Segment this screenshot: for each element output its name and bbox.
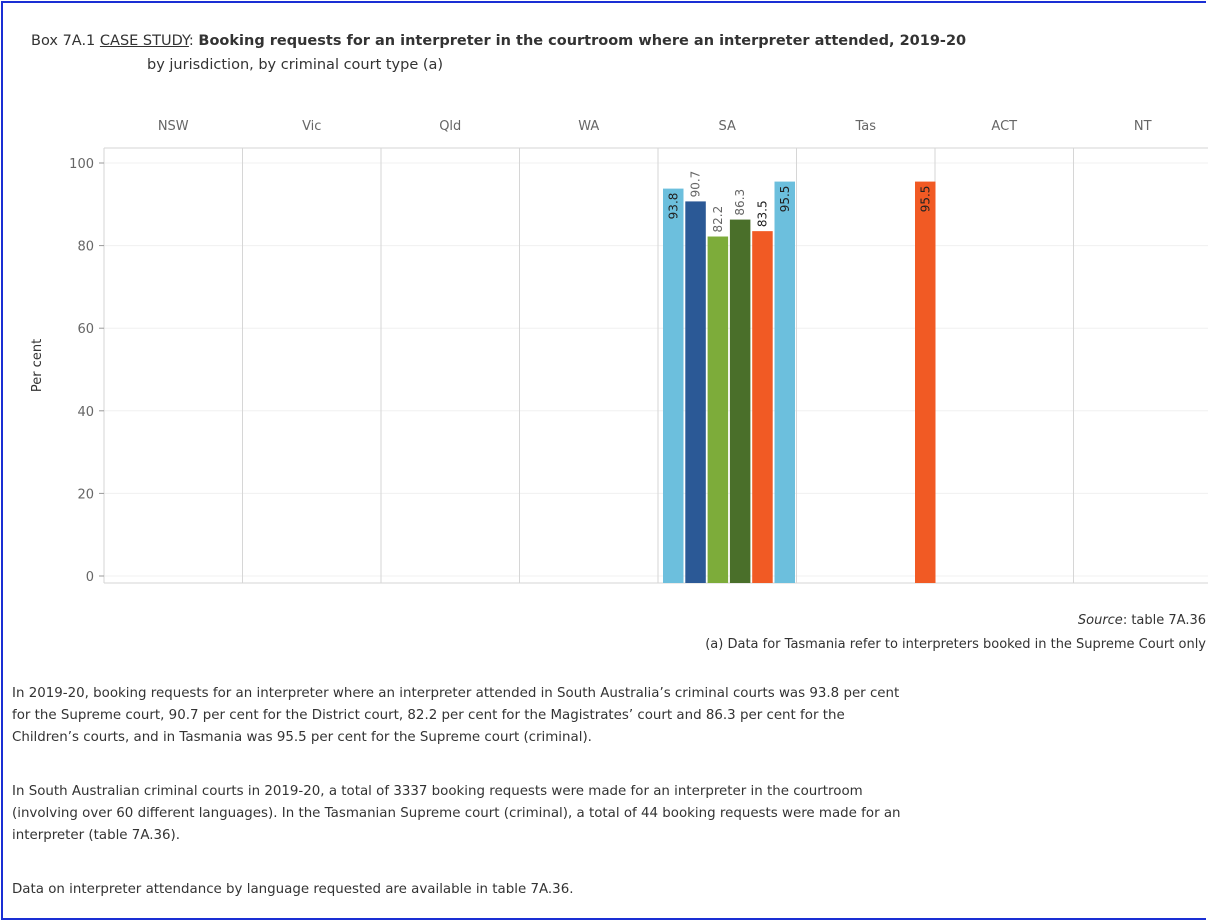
source-note: Source: table 7A.36 <box>1078 613 1206 628</box>
bar <box>729 219 751 583</box>
bar <box>752 231 773 583</box>
bar-value-label: 93.8 <box>666 193 680 220</box>
footnote: (a) Data for Tasmania refer to interpret… <box>705 637 1206 652</box>
paragraph-line: (involving over 60 different languages).… <box>12 806 901 821</box>
source-text: : table 7A.36 <box>1122 613 1206 628</box>
paragraph-line: In 2019-20, booking requests for an inte… <box>12 686 900 701</box>
bar <box>685 201 706 583</box>
bar <box>707 236 729 584</box>
paragraph-2: In South Australian criminal courts in 2… <box>12 781 1208 847</box>
jurisdiction-label: ACT <box>991 119 1017 134</box>
bar-value-label: 86.3 <box>733 189 747 216</box>
bar-value-label: 83.5 <box>755 200 769 227</box>
jurisdiction-label: Qld <box>439 119 461 134</box>
y-tick-label: 40 <box>77 405 94 420</box>
title-separator: : <box>188 33 199 49</box>
chart-title: Box 7A.1 CASE STUDY: Booking requests fo… <box>31 33 966 49</box>
bar-value-label: 95.5 <box>918 186 932 213</box>
y-tick-label: 0 <box>86 570 94 585</box>
paragraph-3: Data on interpreter attendance by langua… <box>12 879 1208 901</box>
y-tick-label: 100 <box>69 157 94 172</box>
jurisdiction-label: Tas <box>854 119 876 134</box>
bar-chart: NSW Vic Qld WA SA Tas ACT NT 0 20 40 60 80 100 Per cen… <box>30 119 1208 585</box>
jurisdiction-label: SA <box>719 119 736 134</box>
box-number: Box 7A.1 <box>31 33 100 49</box>
source-label: Source <box>1077 613 1123 628</box>
paragraph-line: In South Australian criminal courts in 2… <box>12 784 863 799</box>
jurisdiction-label: NSW <box>158 119 189 134</box>
jurisdiction-label: Vic <box>302 119 321 134</box>
y-tick-label: 80 <box>77 240 94 255</box>
bar-value-label: 90.7 <box>689 171 703 198</box>
bar <box>915 181 936 583</box>
title-main: Booking requests for an interpreter in t… <box>198 33 967 49</box>
bar-value-label: 82.2 <box>711 206 725 233</box>
paragraph-line: for the Supreme court, 90.7 per cent for… <box>12 708 845 723</box>
case-study-link[interactable]: CASE STUDY <box>99 33 189 49</box>
paragraph-line: Data on interpreter attendance by langua… <box>12 882 574 897</box>
y-axis-title: Per cent <box>30 339 45 392</box>
y-tick-label: 20 <box>77 487 94 502</box>
paragraph-line: interpreter (table 7A.36). <box>12 828 181 843</box>
jurisdiction-label: WA <box>578 119 599 134</box>
chart-subtitle: by jurisdiction, by criminal court type … <box>147 57 444 73</box>
bar <box>774 181 795 583</box>
bar-value-label: 95.5 <box>778 186 792 213</box>
jurisdiction-label: NT <box>1134 119 1152 134</box>
paragraph-line: Children’s courts, and in Tasmania was 9… <box>12 730 592 745</box>
y-tick-label: 60 <box>77 322 94 337</box>
bar <box>663 188 684 583</box>
paragraph-1: In 2019-20, booking requests for an inte… <box>12 683 1208 749</box>
